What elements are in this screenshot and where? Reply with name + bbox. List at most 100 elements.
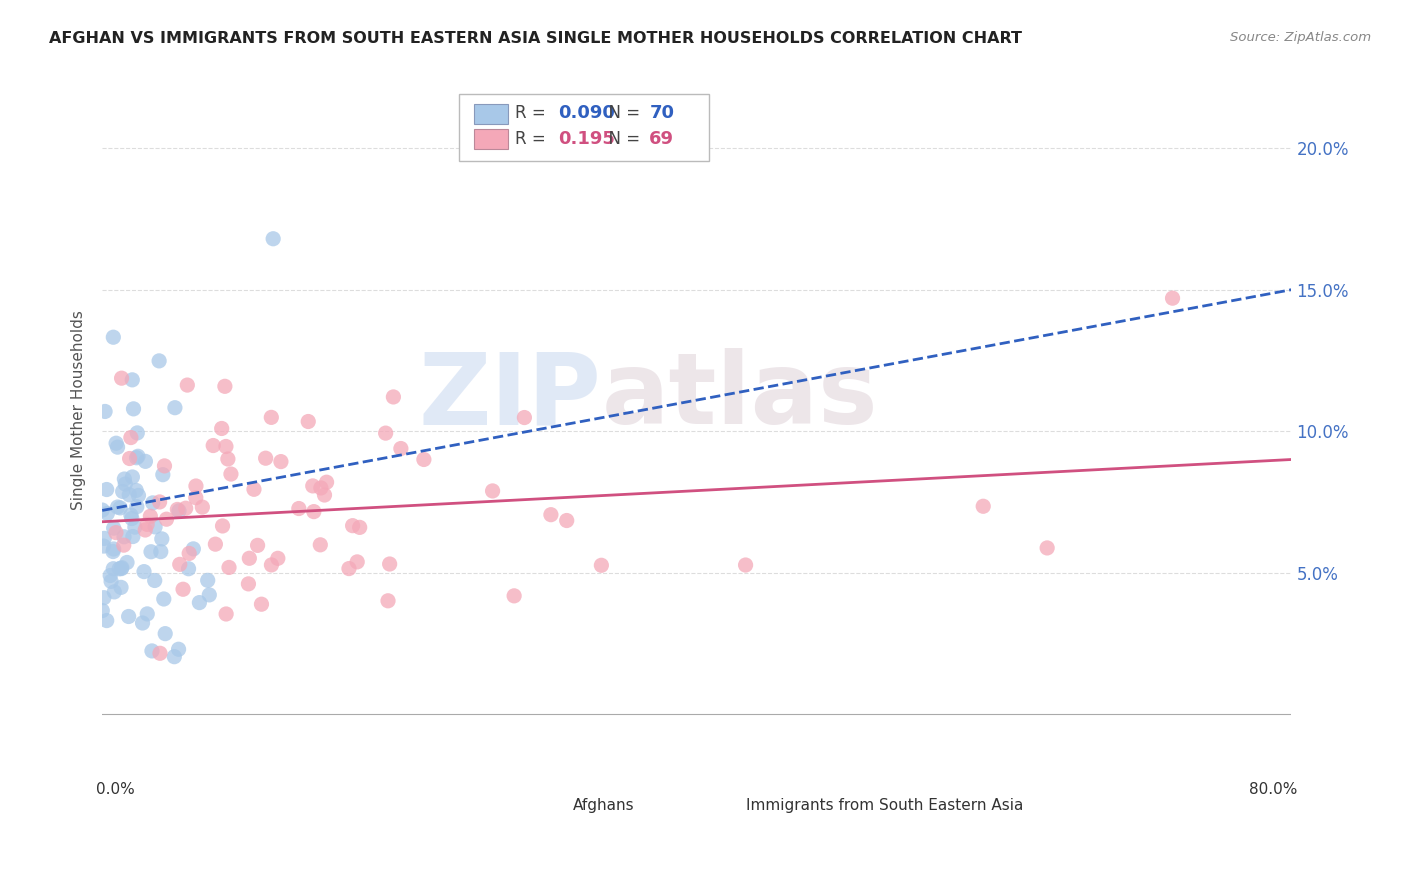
Point — [155, 512, 177, 526]
Point — [211, 519, 233, 533]
Point — [152, 592, 174, 607]
Point — [112, 530, 135, 544]
Point — [115, 556, 138, 570]
Text: atlas: atlas — [602, 348, 879, 445]
Point — [111, 560, 134, 574]
Point — [215, 607, 238, 621]
Point — [125, 500, 148, 514]
Point — [103, 330, 125, 344]
Point — [346, 555, 368, 569]
Point — [93, 539, 115, 553]
Point — [127, 488, 149, 502]
Point — [104, 525, 127, 540]
Point — [120, 431, 142, 445]
Point — [103, 521, 125, 535]
FancyBboxPatch shape — [530, 797, 567, 814]
Point — [152, 467, 174, 482]
Point — [143, 520, 166, 534]
Point — [103, 562, 125, 576]
Point — [141, 644, 163, 658]
Point — [314, 488, 336, 502]
Point — [96, 507, 118, 521]
Point — [136, 607, 159, 621]
Point — [153, 458, 176, 473]
Point — [270, 454, 292, 468]
Point — [107, 500, 129, 514]
Point — [243, 483, 266, 497]
Text: ZIP: ZIP — [419, 348, 602, 445]
Point — [1161, 291, 1184, 305]
Point — [118, 488, 141, 502]
Point — [246, 538, 269, 552]
Point — [174, 501, 197, 516]
Point — [260, 410, 283, 425]
Point — [188, 596, 211, 610]
Point — [215, 440, 238, 454]
Point — [297, 415, 319, 429]
Point — [513, 410, 536, 425]
Point — [96, 483, 118, 497]
Point — [167, 504, 190, 518]
Point — [143, 574, 166, 588]
Point — [148, 354, 170, 368]
FancyBboxPatch shape — [474, 129, 508, 149]
Text: Source: ZipAtlas.com: Source: ZipAtlas.com — [1230, 31, 1371, 45]
Point — [149, 646, 172, 660]
Point — [302, 505, 325, 519]
Text: Immigrants from South Eastern Asia: Immigrants from South Eastern Asia — [745, 797, 1024, 813]
Point — [163, 401, 186, 415]
Text: 0.090: 0.090 — [558, 104, 614, 122]
Point — [101, 544, 124, 558]
Point — [503, 589, 526, 603]
Point — [107, 440, 129, 454]
Text: 0.195: 0.195 — [558, 130, 614, 148]
Point — [96, 614, 118, 628]
Point — [94, 404, 117, 418]
Point — [315, 475, 337, 490]
Point — [149, 544, 172, 558]
Point — [218, 560, 240, 574]
Point — [110, 561, 132, 575]
Point — [93, 532, 115, 546]
Point — [121, 529, 143, 543]
Point — [112, 472, 135, 486]
Point — [217, 452, 239, 467]
Point — [382, 390, 405, 404]
Point — [166, 502, 188, 516]
Point — [176, 378, 198, 392]
Point — [134, 454, 156, 468]
Point — [153, 626, 176, 640]
Text: AFGHAN VS IMMIGRANTS FROM SOUTH EASTERN ASIA SINGLE MOTHER HOUSEHOLDS CORRELATIO: AFGHAN VS IMMIGRANTS FROM SOUTH EASTERN … — [49, 31, 1022, 46]
Point — [127, 425, 149, 440]
FancyBboxPatch shape — [474, 104, 508, 124]
Point — [134, 523, 156, 537]
Point — [172, 582, 194, 597]
Point — [197, 574, 219, 588]
Point — [105, 436, 128, 450]
Text: N =: N = — [598, 130, 645, 148]
Point — [149, 495, 172, 509]
Point — [142, 496, 165, 510]
Point — [112, 538, 135, 552]
Point — [91, 503, 114, 517]
Point — [349, 520, 371, 534]
Point — [127, 450, 149, 464]
Point — [114, 477, 136, 491]
Point — [169, 558, 191, 572]
FancyBboxPatch shape — [458, 94, 709, 161]
Point — [288, 501, 311, 516]
Point — [412, 452, 434, 467]
Point — [202, 438, 225, 452]
Text: N =: N = — [598, 104, 645, 122]
Text: 80.0%: 80.0% — [1249, 782, 1298, 797]
Point — [150, 532, 173, 546]
Point — [131, 615, 153, 630]
Point — [481, 483, 503, 498]
Point — [136, 517, 159, 532]
Point — [555, 514, 578, 528]
Point — [214, 379, 236, 393]
Point — [309, 481, 332, 495]
Point — [121, 511, 143, 525]
Point — [267, 551, 290, 566]
Point — [121, 373, 143, 387]
